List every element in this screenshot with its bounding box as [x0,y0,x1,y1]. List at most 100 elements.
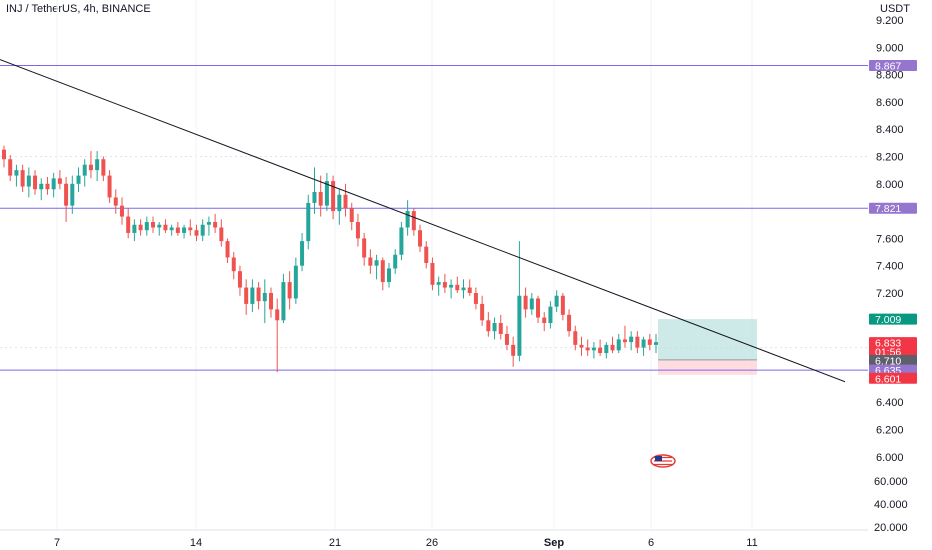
candle-body [585,347,590,351]
candle-body [157,224,162,228]
candle-body [144,222,149,231]
y-tick-label: 7.200 [876,288,904,300]
candle-body [175,227,180,233]
y-tick-label: 6.200 [876,425,904,437]
candle-body [26,175,31,187]
candle-body [169,227,174,231]
price-tag [869,372,917,384]
y-tick-label: 7.600 [876,233,904,245]
price-tag-label: 6.710 [875,355,901,367]
candle-body [231,257,236,272]
candle-body [287,282,292,299]
candle-body [14,170,19,176]
candle-body [151,222,156,228]
candle-body [498,323,503,334]
candle-body [418,230,423,247]
price-tag-label: 7.821 [875,203,901,215]
y-tick-label: 8.800 [876,70,904,82]
candle-body [237,271,242,288]
candle-body [33,175,38,190]
candle-body [70,183,75,206]
candle-body [275,309,280,321]
y-tick-label: 60.000 [874,476,908,488]
x-tick-label: 7 [54,537,60,549]
candle-body [349,208,354,223]
y-tick-label: 7.400 [876,261,904,273]
price-axis [868,0,932,550]
candle-body [225,241,230,258]
chart-title: INJ / TetherUS, 4h, BINANCE [6,3,151,15]
candle-body [64,183,69,206]
candle-body [337,194,342,212]
candle-body [473,293,478,304]
y-tick-label: 9.200 [876,15,904,27]
candle-body [424,246,429,263]
candle-body [200,224,205,236]
y-tick-label: 8.600 [876,97,904,109]
candle-body [411,211,416,231]
candle-body [213,222,218,228]
price-tag-label: 8.867 [875,60,901,72]
candle-body [598,347,603,354]
candle-body [318,191,323,206]
candle-body [511,344,516,356]
candle-body [579,344,584,348]
candle-body [262,293,267,302]
candle-body [442,282,447,288]
price-tag [869,202,917,214]
candle-body [132,224,137,233]
candle-body [182,227,187,233]
candle-body [436,282,441,285]
loss-zone [658,359,757,375]
candle-body [269,293,274,310]
candle-body [300,241,305,266]
candle-body [362,238,367,258]
candle-body [393,254,398,269]
candle-body [324,181,329,206]
candle-body [312,191,317,203]
candle-body [39,183,44,190]
candle-body [138,224,143,231]
price-tag [869,337,917,358]
price-tag [869,313,917,325]
y-tick-label: 6.000 [876,452,904,464]
trendline [0,59,846,383]
x-tick-label: 26 [426,537,438,549]
candle-body [8,159,13,176]
candle-body [629,336,634,343]
candle-body [616,339,621,351]
tradingview-flag-icon [650,454,676,468]
candle-body [567,314,572,332]
candle-body [256,287,261,302]
y-tick-label: 40.000 [874,499,908,511]
candle-body [529,298,534,310]
candle-body [194,230,199,236]
candle-body [548,306,553,324]
candle-body [57,178,62,184]
candle-body [380,260,385,283]
candle-body [88,164,93,171]
candle-body [101,159,106,176]
candle-body [504,333,509,345]
y-tick-label: 20.000 [874,522,908,534]
candle-body [641,339,646,348]
price-tag-label: 6.833 [875,338,901,350]
candle-body [20,170,25,187]
candle-body [76,175,81,184]
candle-body [405,211,410,228]
candle-body [591,347,596,351]
candle-body [45,183,50,190]
candle-body [219,227,224,242]
price-tag-label: 7.009 [875,314,901,326]
candle-body [430,262,435,285]
candle-body [163,224,168,231]
candle-body [554,295,559,307]
candle-body [188,227,193,231]
y-tick-label: 8.200 [876,152,904,164]
candle-body [492,323,497,332]
candle-body [523,295,528,310]
price-tag [869,59,917,71]
candle-body [119,205,124,217]
candle-body [386,268,391,283]
